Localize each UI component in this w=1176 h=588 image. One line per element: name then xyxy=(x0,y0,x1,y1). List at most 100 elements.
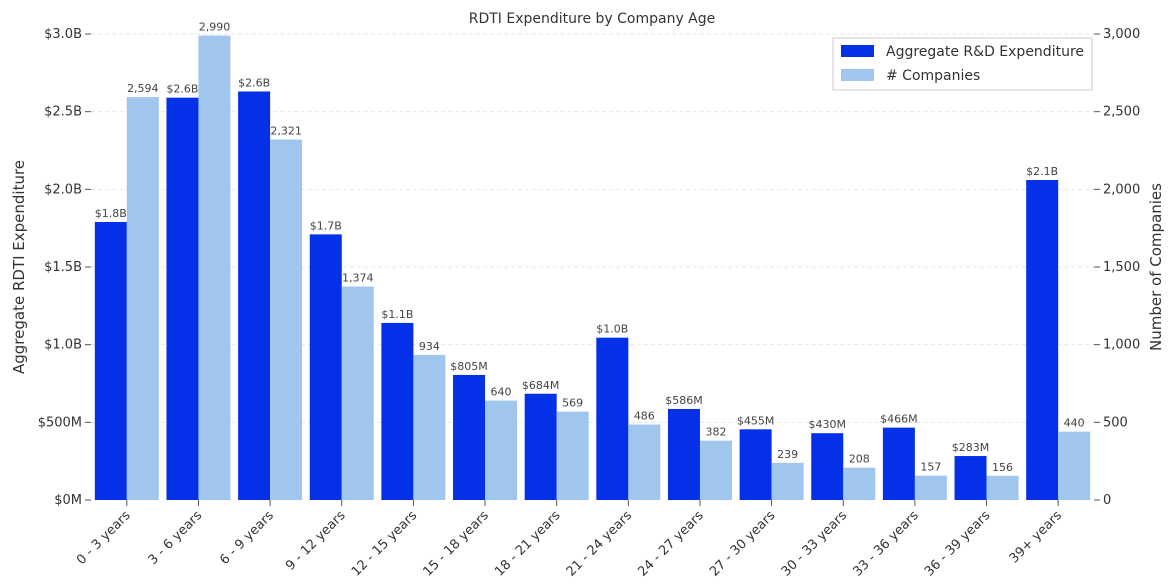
bar-label-expenditure: $2.6B xyxy=(238,76,270,89)
bar-expenditure xyxy=(453,374,486,500)
legend-label-expenditure: Aggregate R&D Expenditure xyxy=(886,44,1084,60)
y-axis-left: $0M $500M $1.0B $1.5B $2.0B $2.5B $3.0B xyxy=(38,27,91,508)
bar-label-companies: 1,374 xyxy=(342,272,374,285)
legend-swatch-companies xyxy=(841,69,874,81)
bar-expenditure xyxy=(309,234,342,500)
bar-label-expenditure: $805M xyxy=(450,360,488,373)
bar-label-companies: 157 xyxy=(920,461,941,474)
bar-label-expenditure: $1.7B xyxy=(310,219,342,232)
bar-companies xyxy=(485,400,518,500)
x-tick-label: 24 - 27 years xyxy=(635,508,707,580)
y-right-tick-label: 3,000 xyxy=(1103,27,1140,42)
y-axis-right-title: Number of Companies xyxy=(1147,183,1165,351)
legend-label-companies: # Companies xyxy=(886,68,980,84)
y-left-tick-label: $3.0B xyxy=(44,27,82,42)
bar-companies xyxy=(771,462,804,500)
x-tick-label: 15 - 18 years xyxy=(420,508,492,580)
bar-companies xyxy=(270,139,303,501)
x-tick-label: 27 - 30 years xyxy=(707,508,779,580)
bar-label-expenditure: $283M xyxy=(952,441,990,454)
bar-expenditure xyxy=(381,322,414,500)
bar-label-expenditure: $1.1B xyxy=(381,308,413,321)
bar-expenditure xyxy=(1026,180,1059,500)
x-axis: 0 - 3 years 3 - 6 years 6 - 9 years 9 - 12 … xyxy=(74,500,1065,580)
bar-label-expenditure: $430M xyxy=(809,418,847,431)
bar-expenditure xyxy=(882,427,915,500)
legend: Aggregate R&D Expenditure # Companies xyxy=(832,37,1093,91)
bar-label-companies: 640 xyxy=(491,386,512,399)
x-tick-label: 33 - 36 years xyxy=(850,508,922,580)
x-tick-label: 18 - 21 years xyxy=(492,508,564,580)
x-tick-label: 39+ years xyxy=(1007,508,1065,566)
gridlines xyxy=(91,33,1094,423)
y-right-tick-label: 0 xyxy=(1103,493,1111,508)
y-left-tick-label: $1.0B xyxy=(44,338,82,353)
bar-expenditure xyxy=(238,91,271,501)
bar-companies xyxy=(986,475,1019,500)
y-left-tick-label: $500M xyxy=(38,415,82,430)
bar-label-companies: 934 xyxy=(419,340,440,353)
y-axis-right: 0 500 1,000 1,500 2,000 2,500 3,000 xyxy=(1094,27,1140,508)
bar-label-companies: 239 xyxy=(777,448,798,461)
y-right-tick-label: 2,000 xyxy=(1103,182,1140,197)
y-right-tick-label: 500 xyxy=(1103,415,1128,430)
bar-companies xyxy=(556,411,589,500)
bar-label-companies: 569 xyxy=(562,397,583,410)
bar-expenditure xyxy=(739,429,772,500)
y-left-tick-label: $0M xyxy=(54,493,82,508)
bar-label-expenditure: $586M xyxy=(665,394,703,407)
bar-label-companies: 440 xyxy=(1064,417,1085,430)
x-tick-label: 9 - 12 years xyxy=(283,508,349,574)
bar-companies xyxy=(843,467,876,500)
bar-companies xyxy=(126,97,159,500)
bar-label-companies: 208 xyxy=(849,453,870,466)
y-axis-left-title: Aggregate RDTI Expenditure xyxy=(10,160,28,374)
y-right-tick-label: 1,000 xyxy=(1103,338,1140,353)
bar-label-expenditure: $1.0B xyxy=(596,323,628,336)
bar-expenditure xyxy=(811,433,844,500)
bar-label-companies: 2,594 xyxy=(127,82,159,95)
bar-label-companies: 156 xyxy=(992,461,1013,474)
chart-title: RDTI Expenditure by Company Age xyxy=(469,11,716,27)
bar-companies xyxy=(413,354,446,500)
bar-companies xyxy=(628,424,661,500)
legend-swatch-expenditure xyxy=(841,45,874,57)
bar-expenditure xyxy=(596,337,629,500)
bar-label-expenditure: $2.1B xyxy=(1026,165,1058,178)
y-left-tick-label: $1.5B xyxy=(44,260,82,275)
bars xyxy=(94,35,1091,501)
bar-companies xyxy=(1058,431,1091,500)
x-tick-label: 36 - 39 years xyxy=(922,508,994,580)
bar-label-companies: 2,321 xyxy=(270,124,302,137)
bar-label-expenditure: $466M xyxy=(880,413,918,426)
bar-companies xyxy=(914,475,947,500)
y-right-tick-label: 2,500 xyxy=(1103,105,1140,120)
bar-expenditure xyxy=(667,408,700,500)
bar-label-companies: 486 xyxy=(634,410,655,423)
y-left-tick-label: $2.0B xyxy=(44,182,82,197)
x-tick-label: 0 - 3 years xyxy=(74,508,134,568)
bar-expenditure xyxy=(166,97,199,500)
bar-value-labels: $1.8B 2,594 $2.6B 2,990 $2.6B 2,321 $1.7B 1,374… xyxy=(95,21,1085,474)
bar-label-companies: 382 xyxy=(705,426,726,439)
bar-label-expenditure: $684M xyxy=(522,379,560,392)
bar-expenditure xyxy=(524,393,557,500)
y-right-tick-label: 1,500 xyxy=(1103,260,1140,275)
x-tick-label: 12 - 15 years xyxy=(349,508,421,580)
x-tick-label: 21 - 24 years xyxy=(564,508,636,580)
x-tick-label: 30 - 33 years xyxy=(779,508,851,580)
bar-label-expenditure: $455M xyxy=(737,414,775,427)
y-left-tick-label: $2.5B xyxy=(44,105,82,120)
bar-label-expenditure: $1.8B xyxy=(95,207,127,220)
bar-label-companies: 2,990 xyxy=(199,21,231,34)
bar-companies xyxy=(341,286,374,500)
bar-expenditure xyxy=(94,221,127,500)
x-tick-label: 3 - 6 years xyxy=(146,508,206,568)
bar-label-expenditure: $2.6B xyxy=(166,83,198,96)
bar-companies xyxy=(699,440,732,500)
x-tick-label: 6 - 9 years xyxy=(217,508,277,568)
legend-box xyxy=(832,37,1093,91)
bar-expenditure xyxy=(954,456,987,500)
bar-companies xyxy=(198,35,231,500)
